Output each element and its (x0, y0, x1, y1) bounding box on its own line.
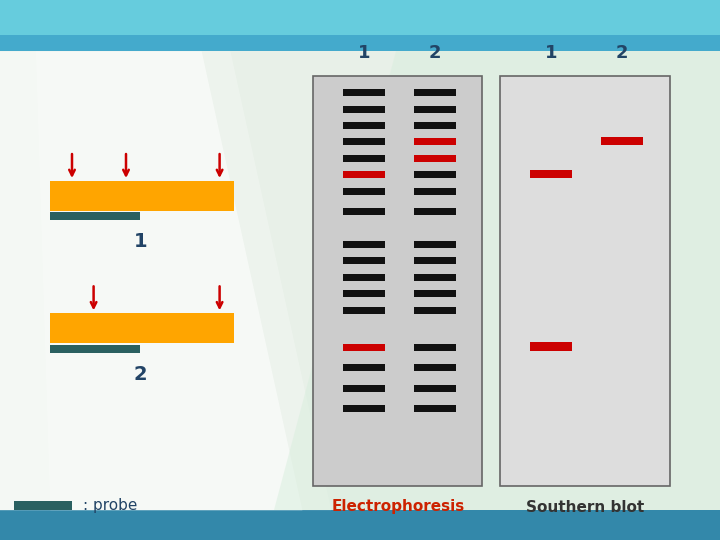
Bar (343, 241, 385, 248)
Bar (343, 105, 385, 112)
Bar (414, 241, 456, 248)
Bar (414, 290, 456, 297)
Bar (414, 138, 456, 145)
Bar (343, 208, 385, 215)
Bar (414, 258, 456, 265)
Bar (414, 384, 456, 391)
Polygon shape (0, 51, 302, 510)
Text: 2: 2 (134, 364, 147, 383)
Bar (343, 187, 385, 194)
Polygon shape (36, 51, 331, 510)
Bar (414, 364, 456, 371)
Bar (343, 290, 385, 297)
Bar (0, 0, 720, 35)
Bar (14, 501, 72, 510)
Bar (50, 345, 140, 353)
Bar (343, 364, 385, 371)
Bar (343, 274, 385, 281)
Bar (343, 89, 385, 96)
Polygon shape (274, 51, 720, 510)
Bar (343, 258, 385, 265)
Bar (0, 510, 720, 540)
Text: : probe: : probe (83, 498, 138, 513)
Bar (414, 307, 456, 314)
Bar (343, 405, 385, 412)
Bar (414, 122, 456, 129)
Text: 1: 1 (358, 44, 370, 62)
Text: 1: 1 (545, 44, 557, 62)
Bar (343, 155, 385, 162)
Bar (414, 105, 456, 112)
Bar (414, 343, 456, 350)
Bar (343, 307, 385, 314)
Bar (0, 0, 720, 51)
Bar (343, 171, 385, 178)
Bar (313, 76, 482, 486)
Bar (414, 155, 456, 162)
Bar (414, 187, 456, 194)
Bar (414, 171, 456, 178)
Bar (50, 212, 140, 220)
Text: 2: 2 (616, 44, 629, 62)
Bar (343, 138, 385, 145)
Bar (414, 274, 456, 281)
Text: Electrophoresis: Electrophoresis (331, 500, 464, 515)
Bar (343, 122, 385, 129)
Text: Southern blot: Southern blot (526, 500, 644, 515)
Text: 1: 1 (134, 232, 147, 251)
Bar (50, 181, 234, 211)
Bar (530, 342, 572, 350)
Bar (414, 89, 456, 96)
Bar (414, 405, 456, 412)
Bar (500, 76, 670, 486)
Bar (343, 343, 385, 350)
Bar (601, 137, 644, 145)
Text: 2: 2 (429, 44, 441, 62)
Bar (530, 170, 572, 178)
Bar (50, 313, 234, 343)
Bar (343, 384, 385, 391)
Bar (414, 208, 456, 215)
